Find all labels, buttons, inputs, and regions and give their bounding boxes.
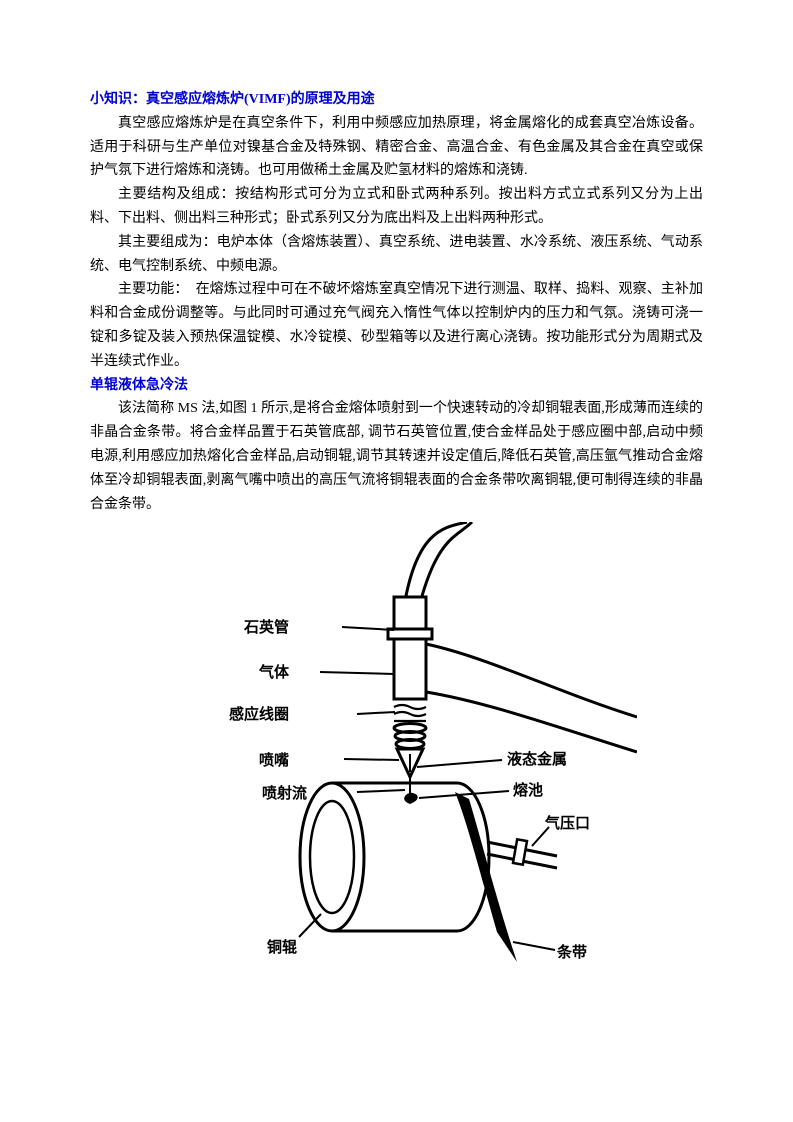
label-gas: 气体 [257, 663, 289, 681]
label-jet-stream: 喷射流 [261, 784, 306, 802]
section-heading-2: 单辊液体急冷法 [90, 374, 703, 398]
label-quartz-tube: 石英管 [242, 618, 288, 636]
label-ribbon: 条带 [556, 943, 587, 961]
paragraph-5: 该法简称 MS 法,如图 1 所示,是将合金熔体喷射到一个快速转动的冷却铜辊表面… [90, 397, 703, 516]
paragraph-2: 主要结构及组成：按结构形式可分为立式和卧式两种系列。按出料方式立式系列又分为上出… [90, 183, 703, 231]
label-liquid-metal: 液态金属 [507, 750, 567, 768]
paragraph-3: 其主要组成为：电炉本体（含熔炼装置）、真空系统、进电装置、水冷系统、液压系统、气… [90, 231, 703, 279]
label-melt-pool: 熔池 [513, 781, 543, 799]
document-page: 小知识：真空感应熔炼炉(VIMF)的原理及用途 真空感应熔炼炉是在真空条件下，利… [0, 0, 793, 1021]
paragraph-4: 主要功能： 在熔炼过程中可在不破坏熔炼室真空情况下进行测温、取样、捣料、观察、主… [90, 278, 703, 373]
figure-1: 石英管 气体 感应线圈 喷嘴 喷射流 液态金属 熔池 气压口 铜辊 条带 [90, 522, 703, 981]
label-nozzle: 喷嘴 [258, 751, 288, 769]
section-heading-1: 小知识：真空感应熔炼炉(VIMF)的原理及用途 [90, 88, 703, 112]
label-induction-coil: 感应线圈 [228, 705, 288, 723]
label-copper-roller: 铜辊 [266, 938, 296, 956]
melt-spinning-diagram: 石英管 气体 感应线圈 喷嘴 喷射流 液态金属 熔池 气压口 铜辊 条带 [157, 522, 637, 972]
label-gas-outlet: 气压口 [544, 814, 590, 832]
paragraph-1: 真空感应熔炼炉是在真空条件下，利用中频感应加热原理，将金属熔化的成套真空冶炼设备… [90, 112, 703, 183]
